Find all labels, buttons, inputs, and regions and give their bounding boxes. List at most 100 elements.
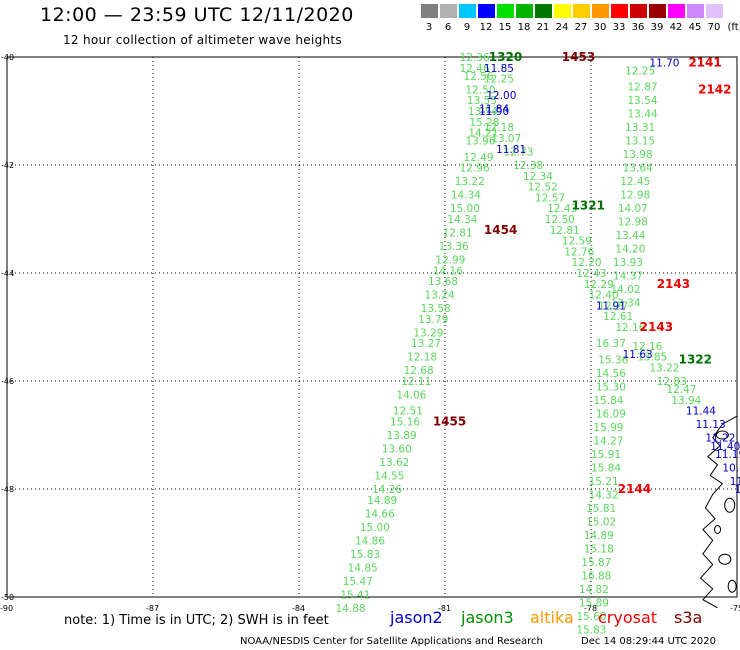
wave-height-value: 15.99 [593,422,623,434]
pass-label: 1453 [562,50,595,64]
wave-height-value: 12.51 [393,406,423,418]
wave-height-value: 11.70 [649,57,679,69]
legend-label: 45 [688,22,702,33]
wave-height-value: 13.58 [421,303,451,315]
wave-height-value: 13.93 [613,257,643,269]
wave-height-value: 10.24 [735,484,740,496]
generated-timestamp: Dec 14 08:29:44 UTC 2020 [581,636,716,647]
wave-height-value: 13.85 [637,352,667,364]
wave-height-value: 13.44 [628,109,658,121]
wave-height-value: 12.43 [547,203,577,215]
legend-label: 15 [498,22,512,33]
wave-height-value: 12.29 [584,279,614,291]
wave-height-value: 10.41 [722,462,740,474]
wave-height-value: 12.59 [562,236,592,248]
wave-height-value: 15.91 [591,449,621,461]
wave-height-value: 15.30 [596,381,626,393]
wave-height-value: 14.07 [618,203,648,215]
wave-height-value: 13.34 [610,298,640,310]
credit-line: NOAA/NESDIS Center for Satellite Applica… [240,636,543,647]
lon-tick-label: -81 [438,604,451,613]
map-subtitle: 12 hour collection of altimeter wave hei… [63,33,342,47]
legend-label: 6 [444,22,452,33]
wave-height-value: 12.98 [620,190,650,202]
wave-height-value: 14.37 [613,271,643,283]
legend-swatch-6 [439,4,457,18]
wave-height-value: 13.60 [382,444,412,456]
wave-height-value: 14.26 [372,484,402,496]
wave-height-value: 15.81 [586,503,616,515]
legend-label: 27 [574,22,588,33]
wave-height-value: 14.66 [365,508,395,520]
pass-label: 1321 [572,199,605,213]
wave-height-value: 11.22 [705,433,735,445]
wave-height-value: 14.20 [615,244,645,256]
wave-height-value: 15.83 [576,624,606,636]
pass-label: 2143 [640,320,673,334]
wave-height-value: 13.98 [623,149,653,161]
wave-height-value: 14.34 [451,190,481,202]
wave-height-value: 15.84 [593,395,623,407]
wave-height-value: 11.13 [696,419,726,431]
wave-height-value: 15.84 [591,462,621,474]
wave-height-value: 15.16 [390,417,420,429]
pass-label: 1322 [679,352,712,366]
wave-height-value: 12.50 [545,214,575,226]
legend-swatch-45 [686,4,704,18]
legend-swatch-42 [667,4,685,18]
lat-tick-label: -42 [1,161,14,170]
wave-height-value: 12.34 [523,171,553,183]
wave-height-value: 14.86 [355,535,385,547]
wave-height-value: 11.91 [596,300,626,312]
wave-height-value: 15.60 [576,611,606,623]
legend-swatch-39 [648,4,666,18]
lon-tick-label: -84 [292,604,305,613]
wave-height-value: 13.55 [467,95,497,107]
wave-height-value: 12.00 [486,90,516,102]
legend-swatch-18 [515,4,533,18]
wave-height-value: 12.27 [598,300,628,312]
wave-height-value: 15.02 [586,516,616,528]
wave-height-value: 12.56 [463,71,493,83]
wave-height-value: 14.06 [396,390,426,402]
units-note: note: 1) Time is in UTC; 2) SWH is in fe… [64,613,329,628]
wave-height-value: 11.40 [710,441,740,453]
wave-height-value: 12.25 [484,74,514,86]
wave-height-value: 12.81 [443,228,473,240]
wave-height-value: 12.52 [528,182,558,194]
pass-label: 2143 [657,277,690,291]
legend-label: 42 [669,22,683,33]
legend-swatch-33 [610,4,628,18]
lon-tick-label: -90 [0,604,13,613]
wave-height-value: 11.63 [623,349,653,361]
wave-height-value: 15.83 [350,549,380,561]
wave-height-value: 13.62 [379,457,409,469]
wave-height-value: 12.61 [603,311,633,323]
legend-label: 12 [479,22,493,33]
map-title: 12:00 — 23:59 UTC 12/11/2020 [40,4,354,26]
lon-tick-label: -87 [146,604,159,613]
legend-label: 21 [536,22,550,33]
wave-height-value: 12.43 [576,268,606,280]
wave-height-value: 11.19 [715,449,740,461]
wave-height-value: 12.16 [615,322,645,334]
wave-height-value: 16.37 [596,338,626,350]
wave-height-value: 15.87 [581,557,611,569]
pass-label: 1320 [489,50,522,64]
wave-height-value: 12.99 [435,255,465,267]
wave-height-value: 13.54 [468,106,498,118]
wave-height-value: 13.31 [625,122,655,134]
lat-tick-label: -46 [1,377,14,386]
coastline [699,415,738,609]
legend-label: 9 [463,22,471,33]
wave-height-value: 12.40 [589,290,619,302]
wave-height-value: 14.27 [593,435,623,447]
wave-height-value: 12.57 [535,192,565,204]
wave-height-value: 15.89 [579,597,609,609]
wave-height-value: 11.84 [479,103,509,115]
wave-height-value: 13.79 [418,314,448,326]
legend-label: 3 [425,22,433,33]
island-outline [724,497,736,513]
legend-label: 30 [593,22,607,33]
map-frame [6,56,738,598]
